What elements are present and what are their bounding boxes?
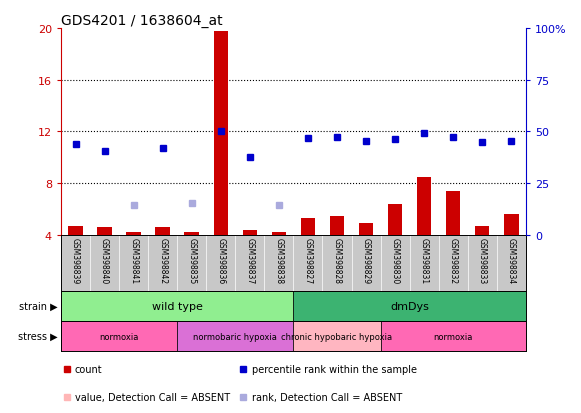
- Text: dmDys: dmDys: [390, 301, 429, 311]
- Bar: [504, 215, 519, 235]
- Bar: [185, 233, 199, 235]
- Text: normoxia: normoxia: [433, 332, 473, 341]
- Text: count: count: [75, 364, 103, 374]
- Bar: [293, 291, 526, 321]
- Bar: [61, 291, 293, 321]
- Text: GSM398839: GSM398839: [71, 237, 80, 283]
- Bar: [243, 230, 257, 235]
- Text: normobaric hypoxia: normobaric hypoxia: [193, 332, 277, 341]
- Text: GSM398835: GSM398835: [187, 237, 196, 283]
- Bar: [214, 31, 228, 235]
- Text: chronic hypobaric hypoxia: chronic hypobaric hypoxia: [281, 332, 393, 341]
- Text: GSM398842: GSM398842: [158, 237, 167, 283]
- Text: strain ▶: strain ▶: [20, 301, 58, 311]
- Text: GSM398838: GSM398838: [274, 237, 284, 283]
- Text: GSM398830: GSM398830: [390, 237, 400, 283]
- Text: GSM398828: GSM398828: [332, 237, 342, 283]
- Text: rank, Detection Call = ABSENT: rank, Detection Call = ABSENT: [252, 392, 402, 402]
- Text: GDS4201 / 1638604_at: GDS4201 / 1638604_at: [61, 14, 223, 28]
- Bar: [388, 204, 402, 235]
- Text: GSM398833: GSM398833: [478, 237, 487, 283]
- Text: value, Detection Call = ABSENT: value, Detection Call = ABSENT: [75, 392, 230, 402]
- Bar: [446, 192, 460, 235]
- Text: normoxia: normoxia: [99, 332, 139, 341]
- Text: GSM398829: GSM398829: [361, 237, 371, 283]
- Text: wild type: wild type: [152, 301, 203, 311]
- Text: percentile rank within the sample: percentile rank within the sample: [252, 364, 417, 374]
- Text: GSM398837: GSM398837: [245, 237, 254, 283]
- Bar: [177, 321, 293, 351]
- Bar: [156, 228, 170, 235]
- Text: GSM398834: GSM398834: [507, 237, 516, 283]
- Text: GSM398836: GSM398836: [216, 237, 225, 283]
- Bar: [61, 321, 177, 351]
- Bar: [127, 233, 141, 235]
- Bar: [359, 224, 374, 235]
- Bar: [330, 216, 344, 235]
- Text: GSM398840: GSM398840: [100, 237, 109, 283]
- Text: GSM398832: GSM398832: [449, 237, 458, 283]
- Bar: [475, 226, 490, 235]
- Bar: [417, 177, 431, 235]
- Bar: [69, 226, 83, 235]
- Text: GSM398841: GSM398841: [129, 237, 138, 283]
- Bar: [98, 228, 112, 235]
- Text: GSM398827: GSM398827: [303, 237, 313, 283]
- Bar: [272, 233, 286, 235]
- Bar: [301, 218, 315, 235]
- Bar: [293, 321, 381, 351]
- Text: GSM398831: GSM398831: [419, 237, 429, 283]
- Bar: [381, 321, 526, 351]
- Text: stress ▶: stress ▶: [19, 331, 58, 342]
